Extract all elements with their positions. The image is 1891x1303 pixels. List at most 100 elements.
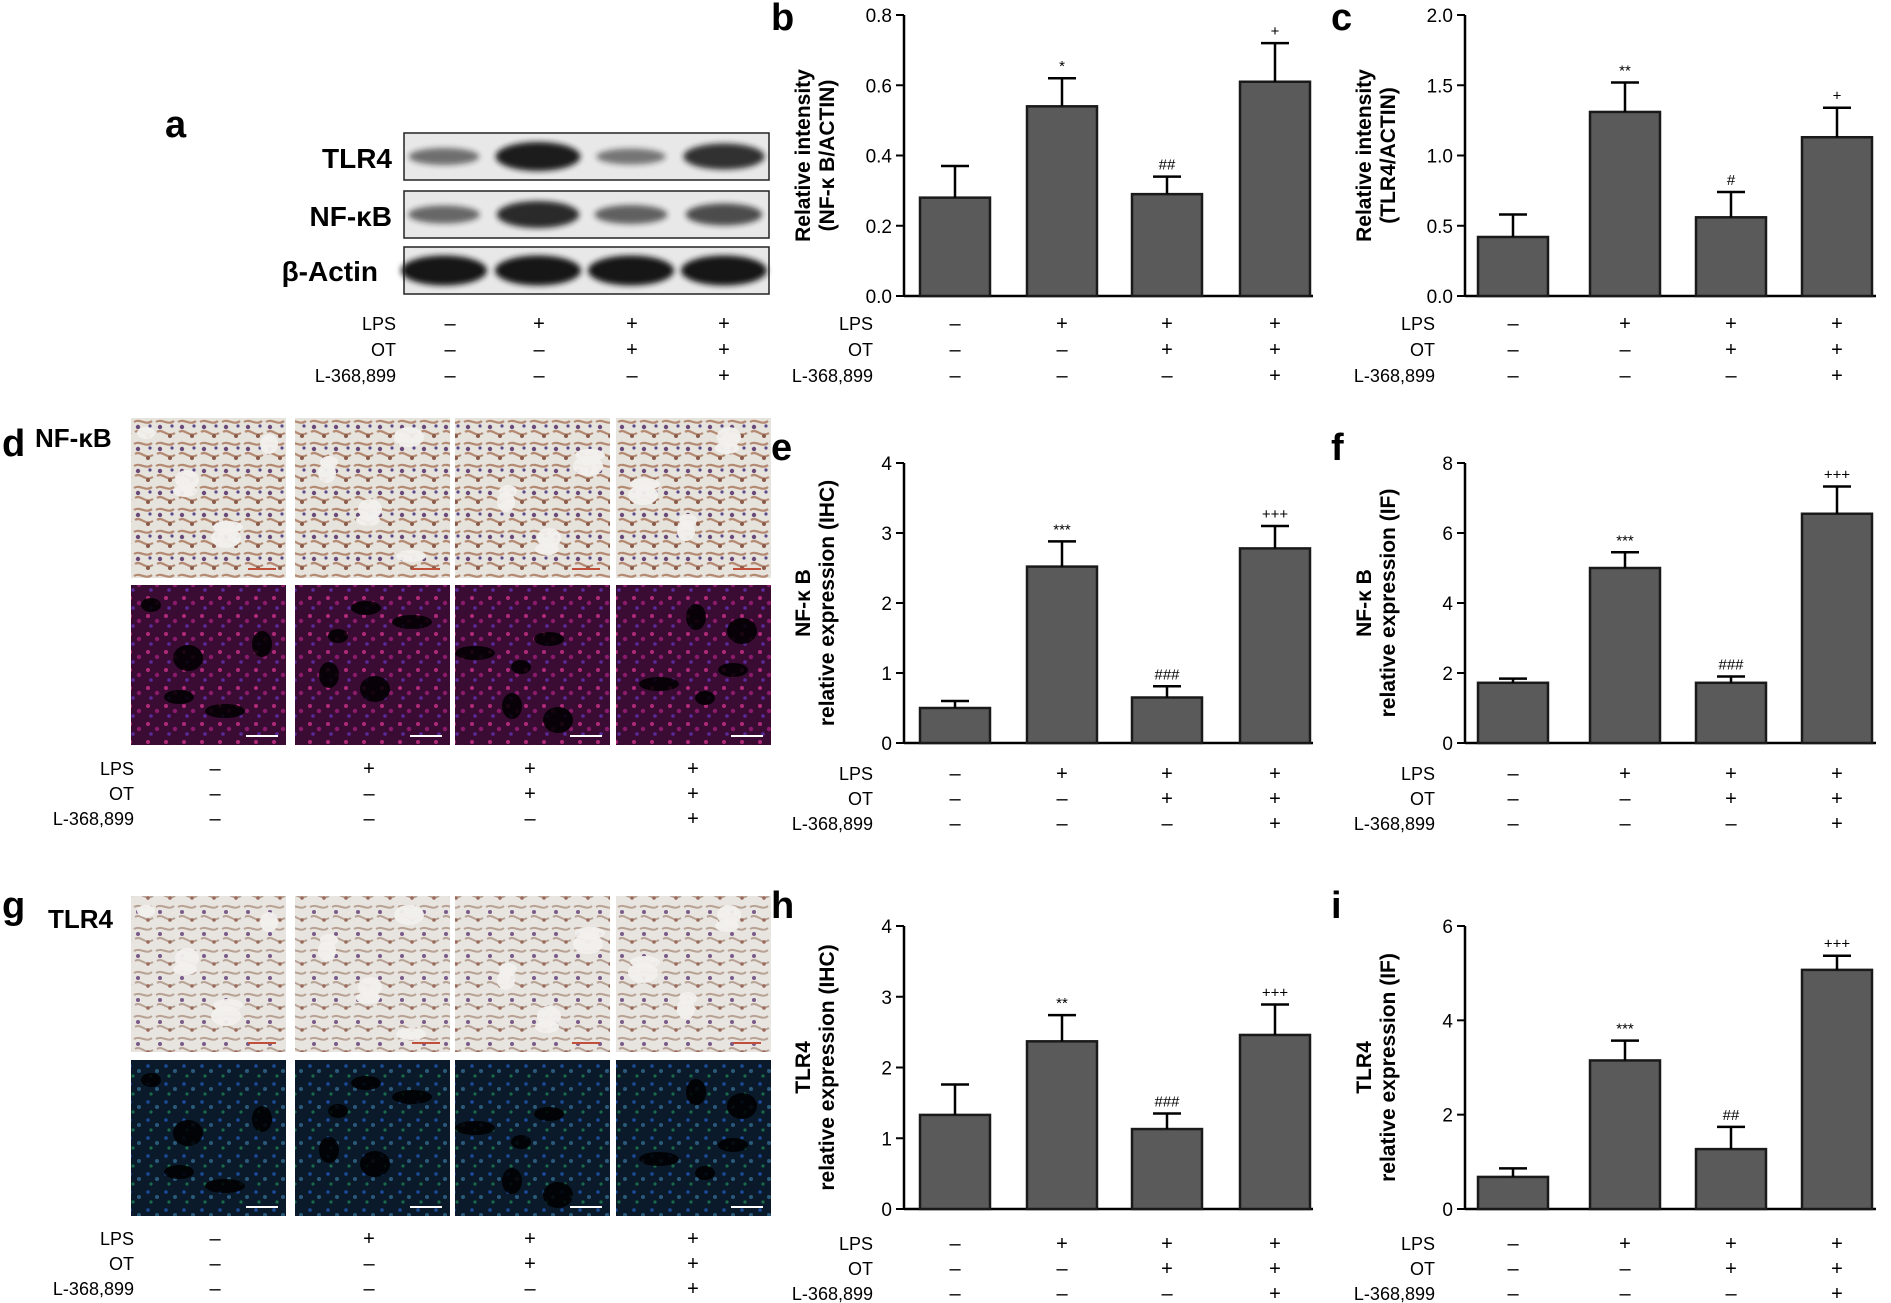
significance-label: * — [1059, 58, 1065, 75]
panel-g-label: TLR4 — [48, 904, 114, 934]
if-void — [141, 1073, 161, 1087]
blot-band — [408, 148, 480, 165]
treatment-sign: – — [1507, 1258, 1519, 1280]
y-tick-label: 1.0 — [1427, 147, 1453, 168]
treatment-sign: + — [363, 1228, 375, 1250]
treatment-sign: + — [1056, 763, 1068, 785]
treatment-sign: – — [626, 365, 638, 387]
significance-label: ### — [1154, 666, 1180, 683]
y-axis-label-line: Relative intensity — [1353, 69, 1376, 242]
y-tick-label: 2 — [881, 594, 892, 615]
treatment-sign: – — [363, 1278, 375, 1300]
treatment-sign: – — [949, 813, 961, 835]
blot-label-tlr4: TLR4 — [322, 143, 392, 174]
treatment-sign: + — [524, 1228, 536, 1250]
treatment-sign: – — [533, 339, 545, 361]
treatment-label-0: LPS — [1401, 764, 1435, 784]
if-void — [351, 601, 381, 615]
treatment-sign: – — [1056, 813, 1068, 835]
treatment-sign: – — [949, 339, 961, 361]
bar-chart-f: 0 2 4 6 8 NF-κ Brelative expression (IF) *** ##… — [1353, 454, 1876, 755]
y-axis-label-line: relative expression (IF) — [1377, 953, 1400, 1182]
y-axis-label-line: relative expression (IHC) — [816, 480, 839, 726]
ihc-lumen — [677, 521, 695, 541]
ihc-lumen — [628, 963, 658, 983]
y-tick-label: 2.0 — [1427, 6, 1453, 27]
treatment-sign: + — [1725, 313, 1737, 335]
treatment-sign: + — [1269, 1283, 1281, 1303]
ihc-lumen — [628, 485, 658, 505]
treatment-sign: + — [718, 365, 730, 387]
treatment-sign: + — [363, 758, 375, 780]
treatment-sign: – — [1056, 788, 1068, 810]
treatment-sign: – — [444, 365, 456, 387]
if-void — [164, 1165, 194, 1179]
bar-chart-h: 0 1 2 3 4 TLR4relative expression (IHC) ** ### +… — [792, 917, 1313, 1221]
panel-letter-a: a — [165, 104, 187, 146]
panel-letter-f: f — [1331, 427, 1344, 469]
treatment-label-1: OT — [848, 340, 873, 360]
treatment-sign: + — [1831, 1283, 1843, 1303]
ihc-lumen — [318, 463, 336, 483]
bar — [1476, 681, 1550, 745]
ihc-lumen — [573, 934, 603, 954]
ihc-lumen — [535, 1021, 559, 1033]
treatment-sign: – — [1619, 1258, 1631, 1280]
treatment-sign: + — [1725, 339, 1737, 361]
treatment-label-0: LPS — [1401, 314, 1435, 334]
bar — [1130, 1127, 1204, 1211]
treatment-sign: + — [687, 1278, 699, 1300]
significance-label: ## — [1159, 157, 1176, 174]
bar — [1694, 1147, 1768, 1211]
y-axis-label-e: NF-κ Brelative expression (IHC) — [792, 480, 839, 726]
ihc-lumen — [715, 442, 739, 454]
y-tick-label: 0.4 — [866, 147, 893, 168]
treatment-sign: + — [1831, 813, 1843, 835]
treatment-sign: – — [1619, 339, 1631, 361]
if-void — [351, 1076, 381, 1090]
blot-band — [401, 255, 487, 286]
bar — [918, 1113, 992, 1211]
ihc-lumen — [573, 456, 603, 476]
if-void — [205, 1179, 245, 1193]
western-blot: TLR4 NF-κB β-Actin — [282, 132, 770, 295]
treatment-sign: – — [363, 1253, 375, 1275]
treatment-sign: + — [524, 783, 536, 805]
treatment-tables: LPS – + + +OT – – + +L-368,899– – – +LPS – + + +OT – – + +L… — [53, 313, 1843, 1303]
treatment-sign: + — [626, 313, 638, 335]
blot-band — [495, 255, 581, 286]
treatment-sign: – — [533, 365, 545, 387]
treatment-sign: – — [524, 808, 536, 830]
if-void — [727, 1093, 757, 1119]
y-tick-label: 1 — [881, 664, 892, 685]
ihc-lumen — [537, 528, 561, 548]
y-axis-label-line: TLR4 — [1353, 1041, 1376, 1094]
treatment-sign: + — [1161, 763, 1173, 785]
treatment-label-2: L-368,899 — [1354, 1284, 1435, 1303]
treatment-label-2: L-368,899 — [315, 366, 396, 386]
treatment-sign: + — [1831, 365, 1843, 387]
significance-label: *** — [1616, 1021, 1634, 1038]
bar-chart-c: 0.0 0.5 1.0 1.5 2.0 Relative intensity(TLR4/A… — [1353, 6, 1876, 308]
treatment-sign: – — [444, 313, 456, 335]
treatment-sign: – — [209, 783, 221, 805]
treatment-sign: + — [687, 808, 699, 830]
bar-chart-b: 0.0 0.2 0.4 0.6 0.8 Relative intensity(NF-κ B… — [792, 6, 1313, 308]
panel-d-label: NF-κB — [35, 423, 112, 453]
if-void — [360, 676, 390, 702]
treatment-sign: + — [1831, 1233, 1843, 1255]
treatment-sign: – — [363, 808, 375, 830]
if-void — [319, 1137, 339, 1163]
treatment-sign: + — [1269, 313, 1281, 335]
treatment-sign: – — [209, 1278, 221, 1300]
if-void — [392, 1090, 432, 1104]
y-tick-label: 3 — [881, 988, 892, 1009]
significance-label: ** — [1619, 62, 1631, 79]
blot-band — [594, 205, 668, 224]
treatment-label-0: LPS — [1401, 1234, 1435, 1254]
ihc-image-d — [295, 418, 450, 578]
if-void — [718, 663, 748, 677]
y-tick-label: 0.2 — [866, 217, 892, 238]
y-tick-label: 4 — [881, 454, 892, 475]
significance-label: +++ — [1824, 466, 1851, 483]
